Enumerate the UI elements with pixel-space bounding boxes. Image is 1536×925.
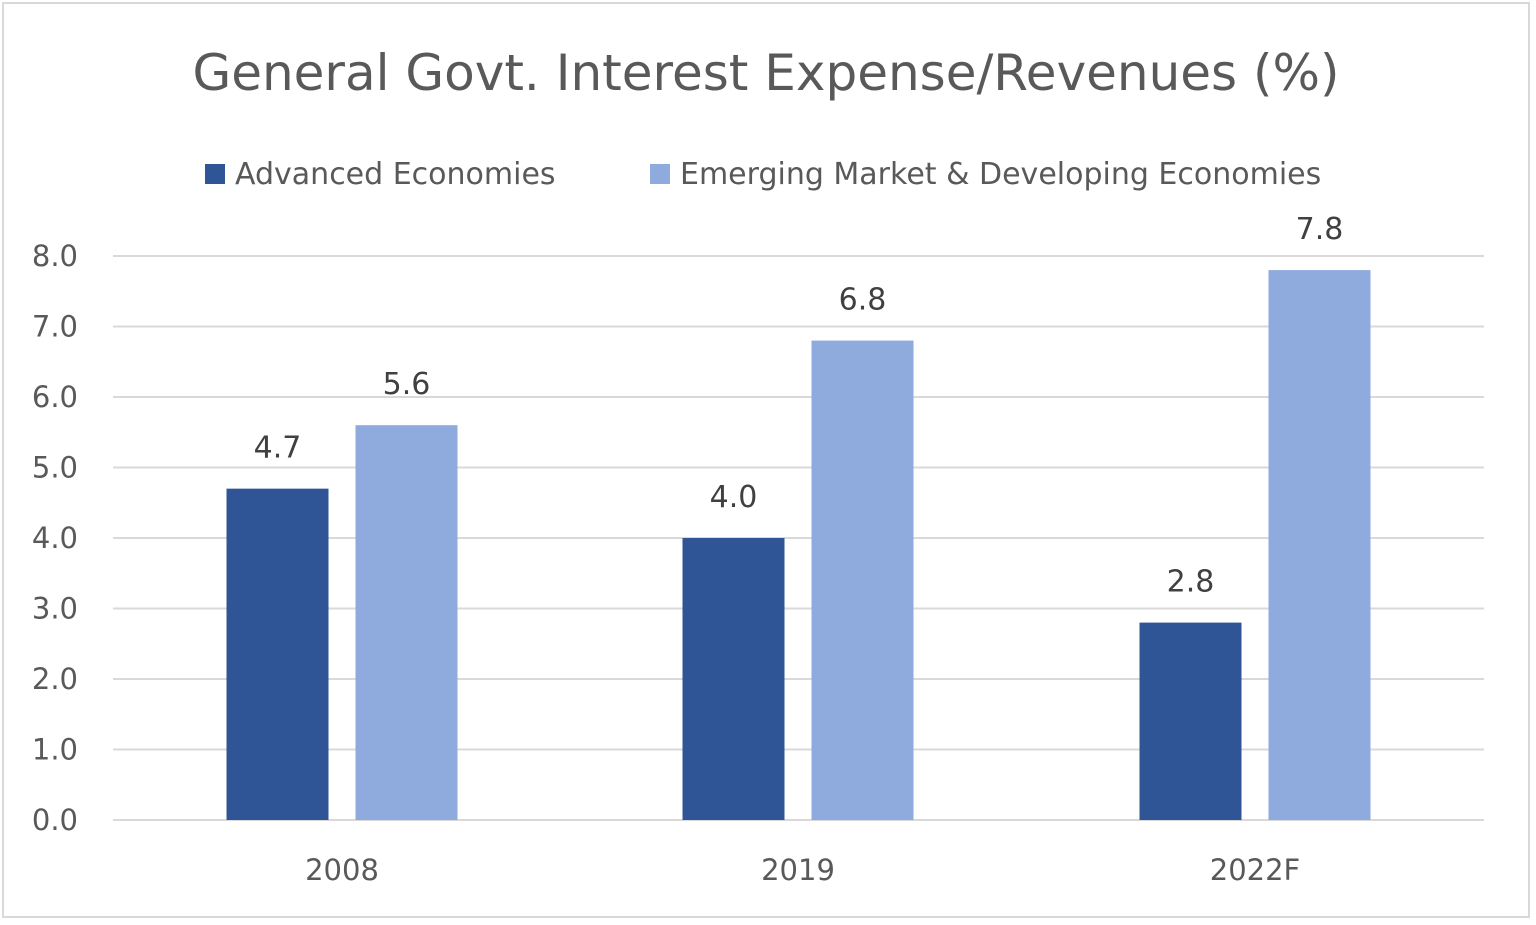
y-axis-tick-labels: 0.0 1.0 2.0 3.0 4.0 5.0 6.0 7.0 8.0 bbox=[32, 239, 78, 837]
x-tick-label-2008: 2008 bbox=[305, 853, 379, 887]
legend-swatch-advanced bbox=[205, 164, 225, 184]
gridlines bbox=[113, 255, 1484, 821]
y-tick-label: 0.0 bbox=[32, 803, 78, 837]
y-tick-label: 8.0 bbox=[32, 239, 78, 273]
data-label-advanced-2019: 4.0 bbox=[710, 480, 758, 515]
bars bbox=[226, 270, 1371, 821]
bar-emerging-2022F bbox=[1268, 270, 1371, 821]
legend-label-advanced: Advanced Economies bbox=[235, 157, 556, 192]
data-label-emerging-2008: 5.6 bbox=[383, 367, 431, 402]
data-labels: 4.7 5.6 4.0 6.8 2.8 7.8 bbox=[254, 212, 1344, 599]
chart-title: General Govt. Interest Expense/Revenues … bbox=[192, 44, 1339, 102]
legend-swatch-emerging bbox=[650, 164, 670, 184]
data-label-advanced-2022F: 2.8 bbox=[1167, 565, 1215, 600]
y-tick-label: 7.0 bbox=[32, 310, 78, 344]
bar-advanced-2022F bbox=[1139, 622, 1242, 820]
bar-emerging-2019 bbox=[811, 340, 914, 820]
legend-label-emerging: Emerging Market & Developing Economies bbox=[680, 157, 1321, 192]
y-tick-label: 1.0 bbox=[32, 733, 78, 767]
data-label-emerging-2022F: 7.8 bbox=[1296, 212, 1344, 247]
y-tick-label: 3.0 bbox=[32, 592, 78, 626]
y-tick-label: 4.0 bbox=[32, 521, 78, 555]
y-tick-label: 5.0 bbox=[32, 451, 78, 485]
y-tick-label: 2.0 bbox=[32, 662, 78, 696]
bar-advanced-2019 bbox=[682, 538, 785, 820]
bar-emerging-2008 bbox=[355, 425, 458, 820]
legend: Advanced Economies Emerging Market & Dev… bbox=[205, 157, 1321, 192]
y-tick-label: 6.0 bbox=[32, 380, 78, 414]
x-axis-tick-labels: 2008 2019 2022F bbox=[305, 853, 1300, 887]
x-tick-label-2022F: 2022F bbox=[1210, 853, 1300, 887]
data-label-advanced-2008: 4.7 bbox=[254, 431, 302, 466]
bar-advanced-2008 bbox=[226, 488, 329, 820]
x-tick-label-2019: 2019 bbox=[761, 853, 835, 887]
data-label-emerging-2019: 6.8 bbox=[839, 283, 887, 318]
